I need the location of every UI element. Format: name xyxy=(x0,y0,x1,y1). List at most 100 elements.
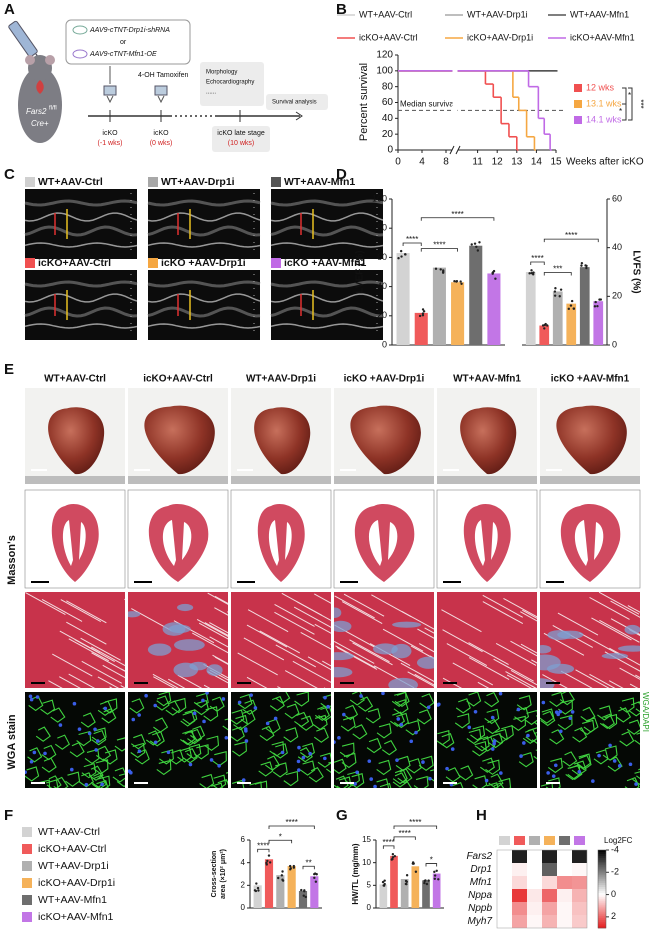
legend-swatch xyxy=(22,895,32,905)
masson-fiber xyxy=(442,629,483,653)
wga-image xyxy=(437,692,537,788)
dot xyxy=(491,272,494,275)
colorbar-tick-label: -2 xyxy=(611,867,619,877)
wga-bg xyxy=(540,692,640,788)
dot xyxy=(433,870,436,874)
echo-trace xyxy=(270,293,384,303)
fibrosis xyxy=(174,639,205,651)
wga-membrane xyxy=(69,742,85,758)
mouse-genotype: fl/fl xyxy=(49,106,57,112)
bar xyxy=(390,855,398,908)
dot xyxy=(393,854,397,858)
masson-fiber xyxy=(417,628,434,639)
dot xyxy=(391,853,395,856)
colorbar-step xyxy=(598,908,606,911)
heat-cell xyxy=(557,915,572,928)
wga-membrane xyxy=(466,692,482,707)
masson-fiber xyxy=(629,683,639,688)
dot xyxy=(459,280,462,283)
wga-membrane xyxy=(96,745,112,762)
fibrosis xyxy=(206,664,223,676)
wga-membrane xyxy=(102,698,118,714)
dot xyxy=(405,874,409,877)
ruler xyxy=(334,476,434,484)
dot xyxy=(302,894,305,897)
colorbar-step xyxy=(598,857,606,861)
dot xyxy=(303,890,306,893)
masson-fiber xyxy=(522,609,537,619)
wga-membrane xyxy=(46,779,59,788)
timeline-time: (-1 wks) xyxy=(98,140,123,147)
row-label: Masson's xyxy=(6,535,18,585)
wga-membrane xyxy=(84,748,100,765)
heat-cell xyxy=(557,863,572,876)
dot xyxy=(494,277,497,280)
masson-fiber xyxy=(352,642,393,666)
masson-fiber xyxy=(204,622,228,636)
nucleus xyxy=(553,763,558,768)
wga-membrane xyxy=(233,714,249,731)
dot xyxy=(383,879,386,882)
dot xyxy=(546,324,549,327)
nucleus xyxy=(484,778,489,783)
masson-fiber xyxy=(442,677,463,688)
heart xyxy=(254,407,311,475)
row-label: Fars2 xyxy=(466,851,492,862)
sig-bracket xyxy=(393,836,416,840)
wga-membrane xyxy=(154,695,170,711)
sig-label: * xyxy=(619,107,622,116)
y-tick-label: 5 xyxy=(367,880,372,889)
masson-fiber xyxy=(579,632,620,656)
echo-image xyxy=(271,189,383,259)
legend-label: icKO+AAV-Mfn1 xyxy=(570,32,635,42)
dot xyxy=(254,889,258,893)
fibrosis xyxy=(547,630,571,641)
wga-membrane xyxy=(81,762,97,779)
nucleus xyxy=(323,695,327,700)
row-label: Myh7 xyxy=(468,916,493,927)
heat-cell xyxy=(527,863,542,876)
masson-zoom xyxy=(25,592,125,688)
dot xyxy=(584,264,587,267)
nucleus xyxy=(131,717,136,722)
sig-label: *** xyxy=(553,265,562,274)
dot xyxy=(567,307,571,311)
legend-label: WT+AAV-Drp1i xyxy=(467,9,528,19)
masson-fiber xyxy=(102,664,125,679)
dot xyxy=(437,878,440,881)
dot xyxy=(473,242,477,245)
colorbar-step xyxy=(598,873,606,876)
colorbar-step xyxy=(598,855,606,859)
wga-membrane xyxy=(97,700,113,716)
wga-membrane xyxy=(624,777,640,788)
heat-cell xyxy=(572,876,587,889)
bar xyxy=(451,282,465,345)
wga-membrane xyxy=(579,719,595,736)
masson-fiber xyxy=(41,599,83,622)
wga-membrane xyxy=(272,743,288,759)
wga-membrane xyxy=(95,775,111,788)
wga-membrane xyxy=(376,723,392,739)
colorbar-step xyxy=(598,902,606,905)
nucleus xyxy=(526,733,530,738)
group-label: icKO +AAV-Drp1i xyxy=(161,257,246,269)
wga-membrane xyxy=(76,730,92,747)
wga-image xyxy=(334,692,434,788)
colorbar-step xyxy=(598,920,606,923)
wga-membrane xyxy=(488,773,504,788)
masson-fiber xyxy=(214,607,228,616)
wga-membrane xyxy=(193,692,209,709)
wga-membrane xyxy=(46,775,62,788)
sig-label: **** xyxy=(406,235,418,244)
sig-label: **** xyxy=(382,838,394,847)
x-tick-label: 11 xyxy=(472,157,483,168)
dot xyxy=(281,879,285,882)
mouse-ear xyxy=(25,55,35,65)
wga-membrane xyxy=(165,700,181,716)
colorbar-step xyxy=(598,922,606,925)
wga-membrane xyxy=(531,732,537,744)
colorbar-step xyxy=(598,918,606,921)
wga-membrane xyxy=(41,744,57,761)
wga-membrane xyxy=(50,707,66,723)
colorbar-step xyxy=(598,885,606,888)
